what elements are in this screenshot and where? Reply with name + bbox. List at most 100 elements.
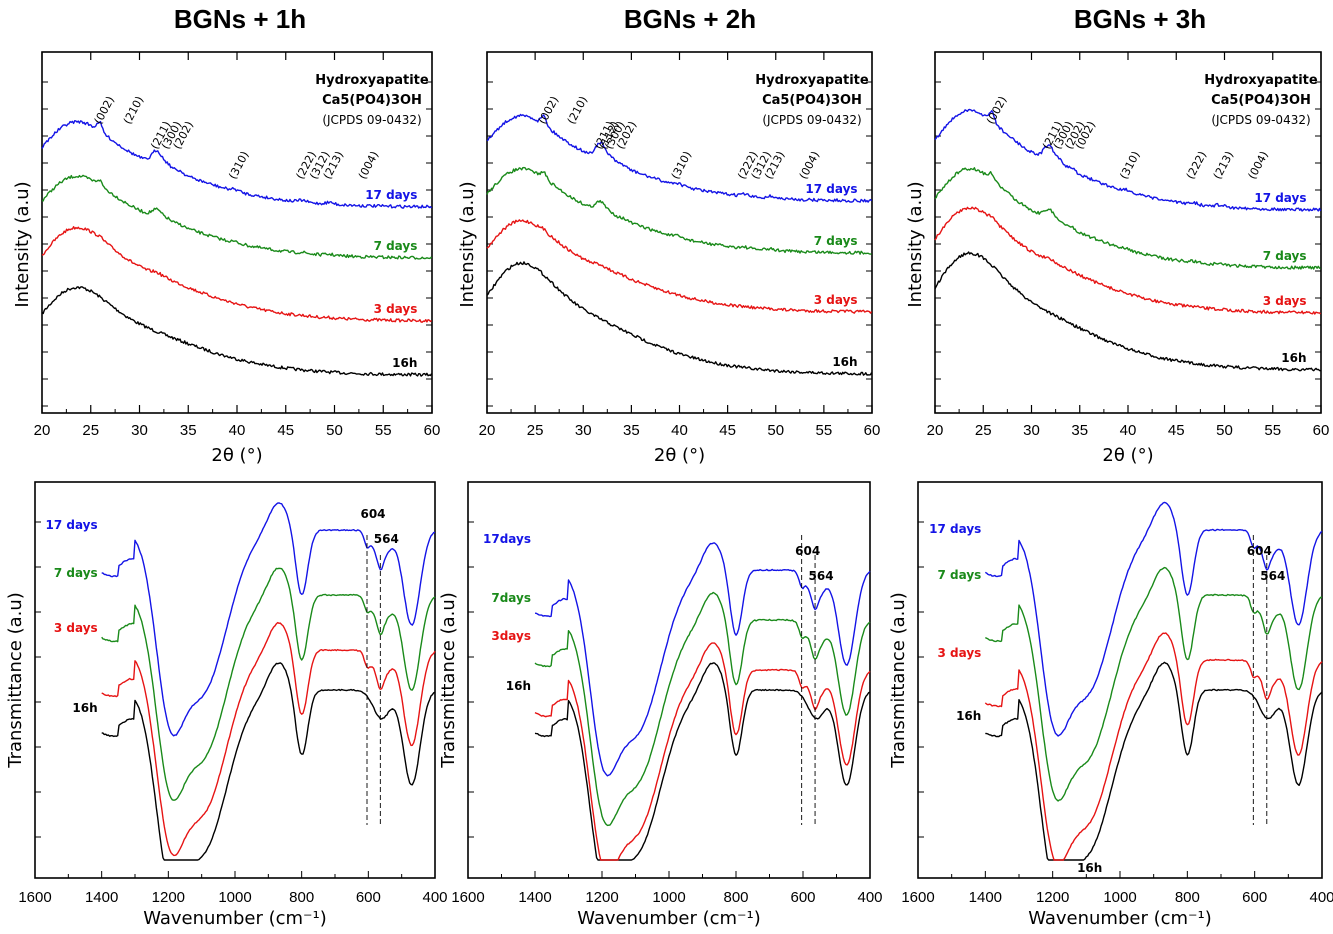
band-label: 604	[360, 507, 385, 521]
xrd-series-3-days	[934, 206, 1322, 315]
xrd-series-7-days	[41, 174, 433, 260]
series-label: 16h	[392, 356, 417, 370]
x-tick-label: 1600	[451, 889, 484, 906]
ftir-series-17-days	[534, 542, 871, 777]
series-label: 7 days	[374, 239, 418, 253]
miller-index-label: (004)	[797, 149, 822, 181]
x-tick-label: 55	[375, 422, 392, 439]
x-tick-label: 40	[671, 422, 688, 439]
ftir-series-16h	[101, 662, 436, 861]
x-tick-label: 35	[1071, 422, 1088, 439]
x-axis-title: Wavenumber (cm⁻¹)	[1028, 908, 1212, 929]
x-tick-label: 35	[180, 422, 197, 439]
ftir-series-7-days	[984, 566, 1322, 802]
reference-formula: Ca5(PO4)3OH	[322, 93, 422, 108]
x-tick-label: 20	[34, 422, 51, 439]
band-label: 564	[809, 569, 834, 583]
y-axis-title: Intensity (a.u)	[905, 181, 926, 307]
series-label: 7 days	[938, 568, 982, 582]
series-label: 7days	[491, 591, 531, 605]
xrd-series-3-days	[41, 226, 433, 323]
x-tick-label: 45	[277, 422, 294, 439]
x-tick-label: 1200	[585, 889, 618, 906]
ftir-series-16h	[985, 661, 1323, 861]
xrd-series-17-days	[41, 120, 433, 209]
x-tick-label: 1400	[85, 889, 118, 906]
series-label: 16h	[506, 679, 531, 693]
series-label: 16h	[956, 709, 981, 723]
x-tick-label: 1400	[969, 889, 1002, 906]
x-tick-label: 1200	[152, 889, 185, 906]
x-tick-label: 600	[1242, 889, 1267, 906]
xrd-series-7-days	[486, 166, 872, 255]
miller-index-label: (213)	[1211, 149, 1236, 181]
series-label: 16h	[832, 355, 857, 369]
x-tick-label: 600	[790, 889, 815, 906]
series-label: 17 days	[929, 522, 981, 536]
panel-title-1h: BGNs + 1h	[173, 4, 307, 34]
series-label: 17days	[483, 532, 531, 546]
panel-title-3h: BGNs + 3h	[1073, 4, 1207, 34]
x-tick-label: 1200	[1036, 889, 1069, 906]
series-label: 16h	[1281, 351, 1306, 365]
series-label: 16h	[1077, 861, 1102, 875]
y-axis-title: Transmittance (a.u)	[5, 592, 26, 769]
series-label: 17 days	[45, 518, 97, 532]
x-tick-label: 1000	[1103, 889, 1136, 906]
miller-index-label: (310)	[226, 149, 251, 181]
x-tick-label: 40	[229, 422, 246, 439]
reference-card: (JCPDS 09-0432)	[322, 113, 421, 127]
series-label: 3 days	[938, 646, 982, 660]
miller-index-label: (210)	[121, 94, 146, 126]
xrd-series-16h	[41, 286, 433, 377]
xrd-series-17-days	[486, 113, 873, 203]
ftir-series-17-days	[984, 501, 1323, 737]
x-tick-label: 20	[927, 422, 944, 439]
miller-index-label: (310)	[1117, 149, 1142, 181]
ftir-series-7-days	[101, 567, 436, 801]
x-tick-label: 60	[1313, 422, 1330, 439]
series-label: 17 days	[1254, 191, 1306, 205]
reference-card: (JCPDS 09-0432)	[1211, 113, 1310, 127]
band-label: 564	[374, 532, 399, 546]
series-label: 3 days	[54, 621, 98, 635]
y-axis-title: Intensity (a.u)	[457, 181, 478, 307]
panel-title-2h: BGNs + 2h	[623, 4, 757, 34]
x-tick-label: 50	[767, 422, 784, 439]
ftir-series-16h	[534, 662, 871, 861]
miller-index-label: (310)	[669, 149, 694, 181]
x-tick-label: 1000	[218, 889, 251, 906]
x-tick-label: 1600	[18, 889, 51, 906]
series-label: 7 days	[54, 566, 98, 580]
x-tick-label: 400	[422, 889, 447, 906]
x-tick-label: 50	[326, 422, 343, 439]
series-label: 3days	[491, 629, 531, 643]
xrd-series-3-days	[486, 219, 873, 314]
x-tick-label: 25	[527, 422, 544, 439]
x-tick-label: 30	[1023, 422, 1040, 439]
x-tick-label: 1000	[652, 889, 685, 906]
xrd-series-17-days	[934, 108, 1322, 212]
x-tick-label: 1400	[518, 889, 551, 906]
band-label: 564	[1260, 569, 1285, 583]
y-axis-title: Transmittance (a.u)	[888, 592, 909, 769]
series-label: 17 days	[365, 188, 417, 202]
y-axis-title: Transmittance (a.u)	[438, 592, 459, 769]
xrd-series-16h	[934, 251, 1321, 372]
reference-formula: Ca5(PO4)3OH	[762, 93, 862, 108]
ftir-series-17-days	[101, 502, 436, 737]
series-label: 3 days	[814, 293, 858, 307]
x-tick-label: 800	[723, 889, 748, 906]
x-axis-title: 2θ (°)	[654, 445, 705, 466]
x-tick-label: 800	[1175, 889, 1200, 906]
reference-formula: Ca5(PO4)3OH	[1211, 93, 1311, 108]
miller-index-label: (002)	[536, 94, 561, 126]
ftir-series-7-days	[534, 591, 871, 827]
x-tick-label: 400	[857, 889, 882, 906]
series-label: 17 days	[805, 182, 857, 196]
reference-name: Hydroxyapatite	[315, 73, 429, 88]
x-axis-title: Wavenumber (cm⁻¹)	[577, 908, 761, 929]
x-tick-label: 45	[1168, 422, 1185, 439]
series-label: 3 days	[1263, 294, 1307, 308]
